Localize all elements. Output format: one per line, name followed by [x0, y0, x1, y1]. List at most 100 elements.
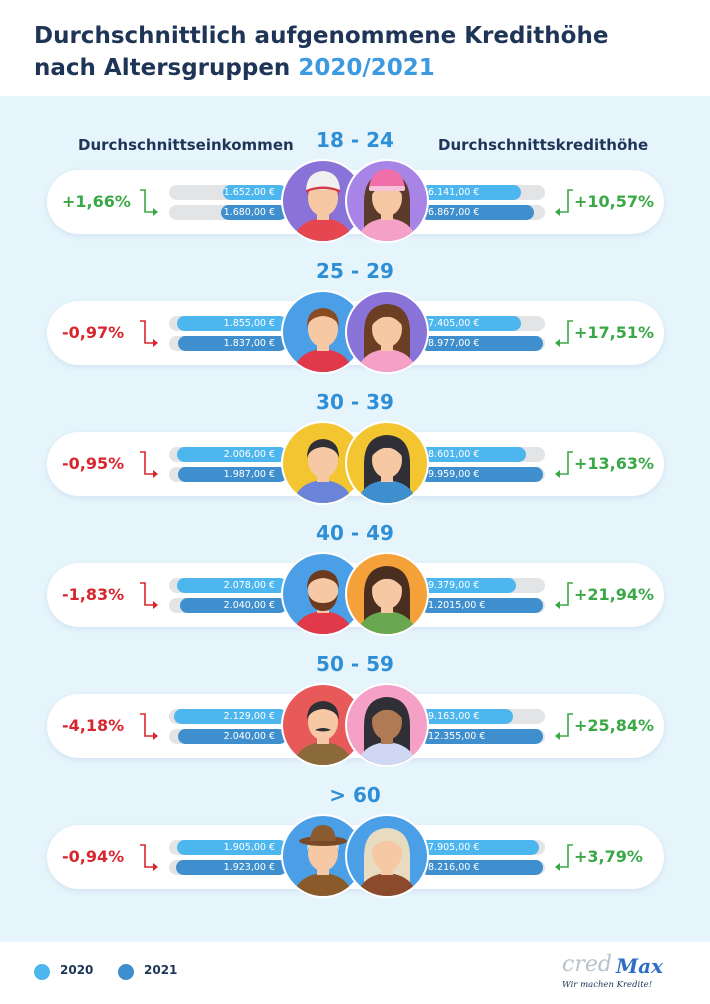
credit-change-percent: +25,84%	[574, 716, 655, 735]
income-bar-track-2020: 2.129,00 €	[169, 709, 287, 724]
age-group-row: +1,66% +10,57% 1.652,00 € 1.680,00 € 6.141,0…	[47, 159, 664, 243]
male-avatar	[280, 551, 366, 637]
credit-value-2020: 9.379,00 €	[428, 580, 480, 591]
credit-bar-2020	[420, 447, 526, 462]
income-bar-2020	[177, 316, 287, 331]
female-avatar-icon-5	[345, 814, 429, 898]
credit-bar-track-2021: 1.2015,00 €	[420, 598, 545, 613]
income-arrow-icon	[140, 320, 158, 347]
chart-panel	[0, 96, 710, 942]
female-avatar	[344, 420, 430, 506]
credit-value-2020: 9.163,00 €	[428, 711, 480, 722]
credit-arrow-icon	[555, 844, 573, 871]
income-value-2021: 2.040,00 €	[223, 600, 275, 611]
age-group-label: 25 - 29	[316, 259, 394, 283]
credit-bar-track-2021: 8.977,00 €	[420, 336, 545, 351]
income-value-2021: 1.837,00 €	[223, 338, 275, 349]
credit-value-2021: 8.216,00 €	[428, 862, 480, 873]
age-group-row: -4,18% +25,84% 2.129,00 € 2.040,00 € 9.163,0…	[47, 683, 664, 767]
male-avatar-icon-0	[281, 159, 365, 243]
credit-arrow-icon	[555, 451, 573, 478]
income-bar-2021	[221, 205, 287, 220]
credit-value-2020: 8.601,00 €	[428, 449, 480, 460]
credit-value-2020: 6.141,00 €	[428, 187, 480, 198]
age-group-label: 30 - 39	[316, 390, 394, 414]
female-avatar-icon-2	[345, 421, 429, 505]
credit-value-2020: 7.905,00 €	[428, 842, 480, 853]
avatar-pair	[280, 420, 430, 508]
age-group-label: 40 - 49	[316, 521, 394, 545]
income-arrow-icon	[140, 713, 158, 740]
legend-label-2020: 2020	[60, 963, 94, 977]
age-group-label: > 60	[329, 783, 381, 807]
income-bar-2020	[174, 709, 287, 724]
age-group-label: 18 - 24	[316, 128, 394, 152]
female-avatar	[344, 682, 430, 768]
page-title: Durchschnittlich aufgenommene Kredithöhe…	[34, 20, 684, 84]
credit-trend-arrow	[554, 170, 576, 234]
income-value-2020: 1.855,00 €	[223, 318, 275, 329]
legend-label-2021: 2021	[144, 963, 178, 977]
logo-cred: cred	[562, 952, 612, 977]
credit-change-percent: +13,63%	[574, 454, 655, 473]
credit-arrow-icon	[555, 189, 573, 216]
avatar-pair	[280, 158, 430, 246]
income-value-2020: 2.129,00 €	[223, 711, 275, 722]
logo-slogan: Wir machen Kredite!	[562, 980, 653, 990]
credit-arrow-icon	[555, 582, 573, 609]
male-avatar-icon-2	[281, 421, 365, 505]
title-line-2-text: nach Altersgruppen	[34, 55, 291, 81]
female-avatar	[344, 813, 430, 899]
income-trend-arrow	[137, 825, 159, 889]
income-bar-2020	[177, 447, 287, 462]
female-avatar	[344, 551, 430, 637]
credit-bar-track-2020: 7.905,00 €	[420, 840, 545, 855]
credit-bar-track-2021: 6.867,00 €	[420, 205, 545, 220]
credit-bar-track-2020: 6.141,00 €	[420, 185, 545, 200]
credimax-logo: cred Max Wir machen Kredite!	[540, 950, 690, 994]
income-arrow-icon	[140, 189, 158, 216]
male-avatar-icon-1	[281, 290, 365, 374]
credit-change-percent: +17,51%	[574, 323, 655, 342]
income-bar-track-2020: 2.078,00 €	[169, 578, 287, 593]
income-trend-arrow	[137, 432, 159, 496]
age-group-row: -0,95% +13,63% 2.006,00 € 1.987,00 € 8.601,0…	[47, 421, 664, 505]
avatar-pair	[280, 813, 430, 901]
credit-bar-2020	[420, 709, 513, 724]
female-avatar	[344, 289, 430, 375]
credit-bar-track-2021: 12.355,00 €	[420, 729, 545, 744]
age-group-row: -0,94% +3,79% 1.905,00 € 1.923,00 € 7.905,00…	[47, 814, 664, 898]
income-trend-arrow	[137, 170, 159, 234]
income-trend-arrow	[137, 301, 159, 365]
income-arrow-icon	[140, 844, 158, 871]
income-value-2020: 2.006,00 €	[223, 449, 275, 460]
income-arrow-icon	[140, 451, 158, 478]
income-change-percent: -4,18%	[62, 716, 125, 735]
age-group-label: 50 - 59	[316, 652, 394, 676]
credit-change-percent: +21,94%	[574, 585, 655, 604]
title-line-1: Durchschnittlich aufgenommene Kredithöhe	[34, 23, 609, 49]
credit-trend-arrow	[554, 301, 576, 365]
income-change-percent: +1,66%	[62, 192, 131, 211]
income-bar-track-2020: 2.006,00 €	[169, 447, 287, 462]
income-bar-2020	[177, 840, 287, 855]
income-change-percent: -0,94%	[62, 847, 125, 866]
male-avatar	[280, 813, 366, 899]
income-bar-track-2020: 1.855,00 €	[169, 316, 287, 331]
income-bar-track-2021: 1.987,00 €	[169, 467, 287, 482]
credit-value-2021: 12.355,00 €	[428, 731, 486, 742]
credit-value-2021: 1.2015,00 €	[428, 600, 486, 611]
credit-bar-2021	[420, 860, 543, 875]
credit-bar-2020	[420, 840, 539, 855]
credit-bar-2021	[420, 336, 543, 351]
age-group-row: -0,97% +17,51% 1.855,00 € 1.837,00 € 7.405,0…	[47, 290, 664, 374]
avatar-pair	[280, 551, 430, 639]
income-value-2021: 1.923,00 €	[223, 862, 275, 873]
title-line-2: nach Altersgruppen 2020/2021	[34, 52, 684, 84]
income-bar-track-2020: 1.905,00 €	[169, 840, 287, 855]
income-value-2021: 1.987,00 €	[223, 469, 275, 480]
credit-value-2021: 8.977,00 €	[428, 338, 480, 349]
credit-arrow-icon	[555, 713, 573, 740]
credit-change-percent: +3,79%	[574, 847, 643, 866]
credit-bar-track-2020: 8.601,00 €	[420, 447, 545, 462]
